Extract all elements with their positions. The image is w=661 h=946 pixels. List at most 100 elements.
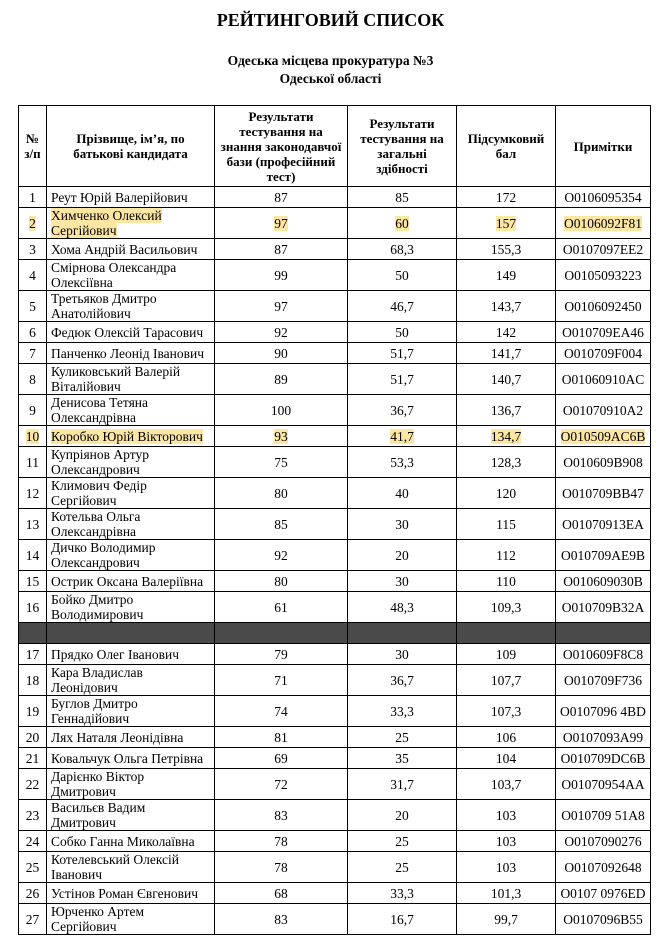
cell-text: 35 <box>395 750 409 766</box>
cell-text: 14 <box>25 547 40 563</box>
cell-text: 99 <box>274 267 288 283</box>
cell: О0107093A99 <box>555 726 651 748</box>
cell-text: О010709F736 <box>563 672 642 688</box>
cell: 97 <box>214 290 348 322</box>
cell: Устінов Роман Євгенович <box>46 882 215 904</box>
cell: О01070913EA <box>555 508 651 540</box>
cell-text: 120 <box>495 485 517 501</box>
cell: О0106095354 <box>555 186 651 208</box>
cell: Кара Владислав Леонідович <box>46 664 215 696</box>
cell: О010609F8C8 <box>555 643 651 665</box>
cell: 51,7 <box>347 363 457 395</box>
cell: 40 <box>347 477 457 509</box>
cell: 31,7 <box>347 768 457 800</box>
cell-text: 97 <box>274 298 288 314</box>
cell-text: 89 <box>274 371 288 387</box>
cell-text: 25 <box>395 833 409 849</box>
subtitle-line: Одеська місцева прокуратура №3 <box>227 53 434 68</box>
table-row: 6 Федюк Олексій Тарасович 92 50 142 О010709EA… <box>18 321 651 343</box>
header-row: № з/п Прізвище, ім’я, по батькові кандида… <box>18 105 651 187</box>
cell-text: О010609030B <box>563 573 643 589</box>
cell: Климович Федір Сергійович <box>46 477 215 509</box>
cell-text: 2 <box>29 215 36 231</box>
cell-text: 136,7 <box>490 402 522 418</box>
cell-text: 20 <box>395 807 409 823</box>
cell-text: 25 <box>25 859 40 875</box>
cell: 3 <box>18 238 47 260</box>
cell-text: 30 <box>395 573 409 589</box>
cell-text: 8 <box>29 371 36 387</box>
cell-text: 69 <box>274 750 288 766</box>
separator-cell <box>214 622 348 644</box>
cell: 100 <box>214 394 348 426</box>
cell-text: 134,7 <box>490 428 522 444</box>
cell: Котельва Ольга Олександрівна <box>46 508 215 540</box>
table-row: 2 Химченко Олексий Сергійович 97 60 157 О0106… <box>18 207 651 239</box>
cell-text: 68,3 <box>390 241 414 257</box>
cell: 5 <box>18 290 47 322</box>
table-row: 13 Котельва Ольга Олександрівна 85 30 115 О01… <box>18 508 651 540</box>
cell: Васильєв Вадим Дмитрович <box>46 799 215 831</box>
cell: Собко Ганна Миколаївна <box>46 830 215 852</box>
cell: 48,3 <box>347 591 457 623</box>
cell: 16 <box>18 591 47 623</box>
cell-text: Дарієнко Віктор Дмитрович <box>51 769 145 799</box>
cell-text: Котельва Ольга Олександрівна <box>51 509 141 539</box>
cell-text: О0107093A99 <box>562 729 644 745</box>
cell: 74 <box>214 695 348 727</box>
cell: 115 <box>456 508 556 540</box>
cell: Прядко Олег Іванович <box>46 643 215 665</box>
cell-text: 12 <box>25 485 40 501</box>
cell-text: 115 <box>496 516 516 532</box>
cell-text: 80 <box>274 573 288 589</box>
cell-text: 51,7 <box>390 371 414 387</box>
cell-text: 13 <box>25 516 40 532</box>
separator-cell <box>347 622 457 644</box>
cell: О010609030B <box>555 570 651 592</box>
cell-text: 15 <box>25 573 40 589</box>
cell: 101,3 <box>456 882 556 904</box>
cell-text: 36,7 <box>390 672 414 688</box>
cell: 20 <box>18 726 47 748</box>
cell: 18 <box>18 664 47 696</box>
cell: 85 <box>347 186 457 208</box>
cell-text: Кара Владислав Леонідович <box>51 665 143 695</box>
cell-text: Юрченко Артем Сергійович <box>51 904 145 934</box>
cell: Юрченко Артем Сергійович <box>46 903 215 935</box>
cell-text: О0107092648 <box>564 859 642 875</box>
cell-text: 71 <box>274 672 288 688</box>
cell-text: 157 <box>495 215 517 231</box>
cell-text: Собко Ганна Миколаївна <box>51 833 195 849</box>
cell: 68 <box>214 882 348 904</box>
cell: 103 <box>456 851 556 883</box>
cell-text: Панченко Леонід Іванович <box>51 345 205 361</box>
cell: 53,3 <box>347 446 457 478</box>
cell: 90 <box>214 342 348 364</box>
cell: 20 <box>347 799 457 831</box>
cell-text: 48,3 <box>390 599 414 615</box>
cell: 36,7 <box>347 394 457 426</box>
cell: 61 <box>214 591 348 623</box>
table-row: 5 Третьяков Дмитро Анатолійович 97 46,7 143,… <box>18 290 651 322</box>
cell: 11 <box>18 446 47 478</box>
table-row: 8 Куликовський Валерій Віталійович 89 51,7 1… <box>18 363 651 395</box>
table-row: 16 Бойко Дмитро Володимирович 61 48,3 109,3 О… <box>18 591 651 623</box>
cell: О010709 51A8 <box>555 799 651 831</box>
cell-text: 75 <box>274 454 288 470</box>
table-row: 18 Кара Владислав Леонідович 71 36,7 107,7 О0… <box>18 664 651 696</box>
cell-text: 141,7 <box>490 345 522 361</box>
cell-text: 80 <box>274 485 288 501</box>
cell-text: 81 <box>274 729 288 745</box>
table-row: 1 Реут Юрій Валерійович 87 85 172 О0106095354 <box>18 186 651 208</box>
cell-text: О0107097EE2 <box>562 241 644 257</box>
cell-text: О010709AE9B <box>561 547 645 563</box>
cell-text: 36,7 <box>390 402 414 418</box>
table-row: 14 Дичко Володимир Олександрович 92 20 112 О0… <box>18 539 651 571</box>
cell: 128,3 <box>456 446 556 478</box>
cell: 89 <box>214 363 348 395</box>
cell: 149 <box>456 259 556 291</box>
cell: 25 <box>347 851 457 883</box>
cell-text: 97 <box>274 215 288 231</box>
cell: 109 <box>456 643 556 665</box>
cell-text: 106 <box>495 729 517 745</box>
